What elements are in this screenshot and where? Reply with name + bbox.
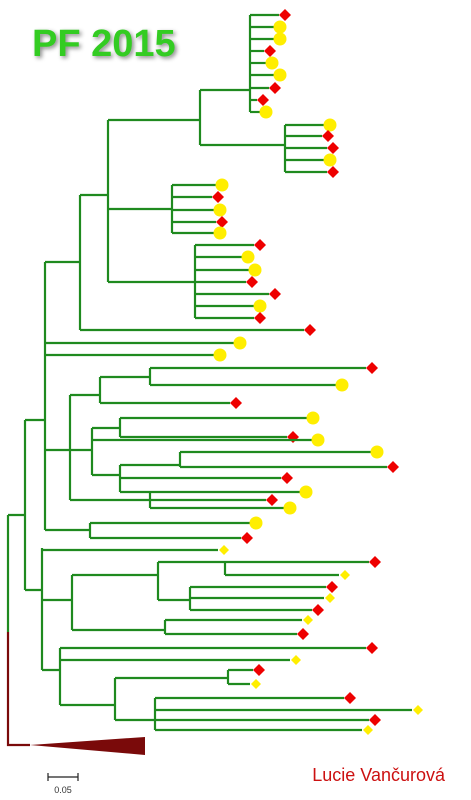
scale-bar-label: 0.05 <box>54 785 72 795</box>
leaf-circle <box>241 250 255 264</box>
leaf-circle <box>306 411 320 425</box>
collapsed-clade-triangle <box>30 737 145 755</box>
leaf-diamond <box>212 191 224 203</box>
leaf-circle <box>273 68 287 82</box>
leaf-circle <box>299 485 313 499</box>
leaf-diamond <box>322 130 334 142</box>
leaf-circle <box>273 32 287 46</box>
leaf-diamond <box>230 397 242 409</box>
leaf-circle <box>249 516 263 530</box>
leaf-diamond <box>279 9 291 21</box>
leaf-circle <box>253 299 267 313</box>
leaf-diamond <box>297 628 309 640</box>
leaf-diamond <box>327 142 339 154</box>
leaf-diamond <box>304 324 316 336</box>
leaf-diamond <box>366 362 378 374</box>
leaf-diamond <box>246 276 258 288</box>
leaf-circle <box>335 378 349 392</box>
leaf-diamond <box>254 239 266 251</box>
leaf-circle <box>248 263 262 277</box>
leaf-diamond <box>257 94 269 106</box>
leaf-diamond <box>241 532 253 544</box>
leaf-circle <box>233 336 247 350</box>
leaf-diamond <box>269 288 281 300</box>
leaf-diamond <box>264 45 276 57</box>
leaf-diamond <box>281 472 293 484</box>
leaf-circle <box>265 56 279 70</box>
leaf-diamond <box>254 312 266 324</box>
leaf-circle <box>213 226 227 240</box>
leaf-diamond <box>291 655 301 665</box>
leaf-diamond <box>325 593 335 603</box>
tree-branches <box>6 15 287 730</box>
leaf-diamond <box>363 725 373 735</box>
leaf-diamond <box>303 615 313 625</box>
leaf-diamond <box>366 642 378 654</box>
leaf-circle <box>215 178 229 192</box>
collapsed-clade <box>6 632 30 747</box>
leaf-diamond <box>287 431 299 443</box>
leaf-circle <box>213 203 227 217</box>
leaf-circle <box>311 433 325 447</box>
title: PF 2015 <box>32 23 176 65</box>
leaf-diamond <box>312 604 324 616</box>
leaf-circle <box>323 118 337 132</box>
leaf-circle <box>259 105 273 119</box>
leaf-diamond <box>219 545 229 555</box>
leaf-diamond <box>253 664 265 676</box>
leaf-diamond <box>340 570 350 580</box>
leaf-diamond <box>269 82 281 94</box>
leaf-diamond <box>266 494 278 506</box>
leaf-diamond <box>216 216 228 228</box>
leaf-diamond <box>251 679 261 689</box>
leaf-diamond <box>387 461 399 473</box>
leaf-diamond <box>413 705 423 715</box>
leaf-diamond <box>369 714 381 726</box>
leaf-circle <box>283 501 297 515</box>
leaf-diamond <box>326 581 338 593</box>
leaf-circle <box>273 20 287 34</box>
leaf-diamond <box>344 692 356 704</box>
leaf-diamond <box>369 556 381 568</box>
leaf-circle <box>370 445 384 459</box>
leaf-diamond <box>327 166 339 178</box>
author: Lucie Vančurová <box>312 765 446 785</box>
leaf-circle <box>323 153 337 167</box>
leaf-circle <box>213 348 227 362</box>
